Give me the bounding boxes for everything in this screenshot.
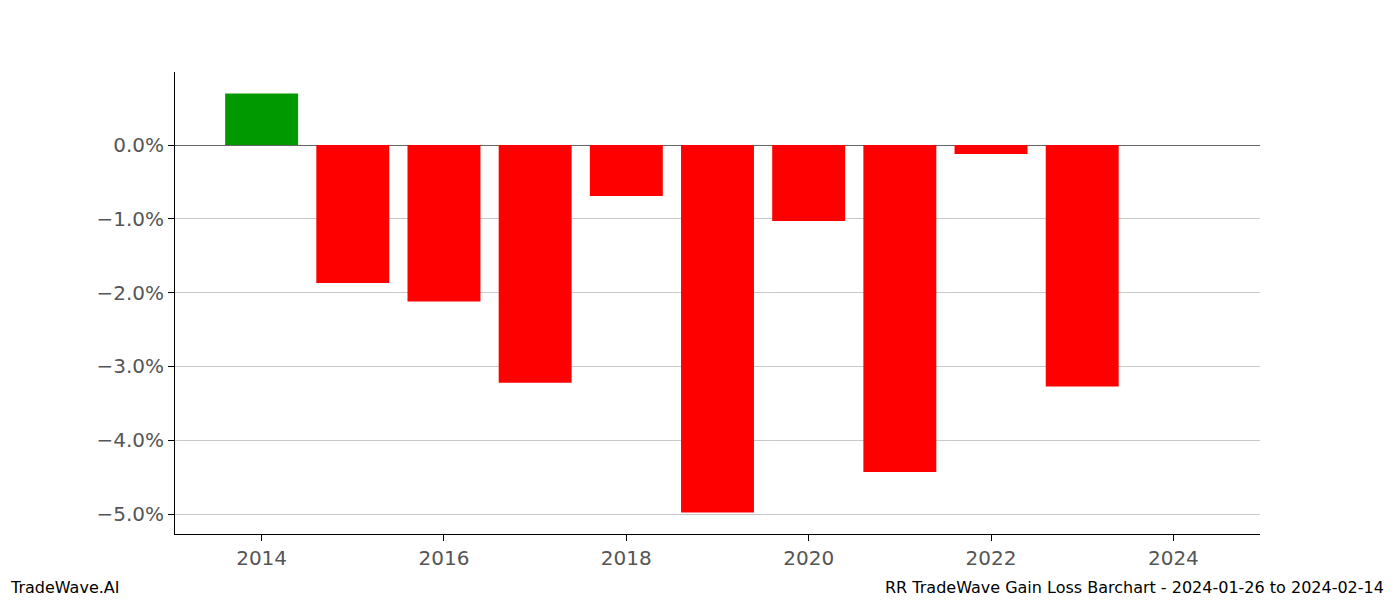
svg-text:2018: 2018 — [601, 546, 652, 570]
svg-text:−5.0%: −5.0% — [96, 502, 164, 526]
svg-text:−1.0%: −1.0% — [96, 207, 164, 231]
svg-text:2016: 2016 — [419, 546, 470, 570]
svg-text:−3.0%: −3.0% — [96, 354, 164, 378]
svg-text:2022: 2022 — [966, 546, 1017, 570]
svg-text:RR TradeWave Gain Loss Barchar: RR TradeWave Gain Loss Barchart - 2024-0… — [885, 578, 1384, 597]
svg-text:TradeWave.AI: TradeWave.AI — [10, 578, 119, 597]
svg-text:2014: 2014 — [236, 546, 287, 570]
svg-text:0.0%: 0.0% — [113, 133, 164, 157]
svg-text:−2.0%: −2.0% — [96, 281, 164, 305]
svg-text:2024: 2024 — [1148, 546, 1199, 570]
svg-text:2020: 2020 — [783, 546, 834, 570]
svg-text:−4.0%: −4.0% — [96, 428, 164, 452]
